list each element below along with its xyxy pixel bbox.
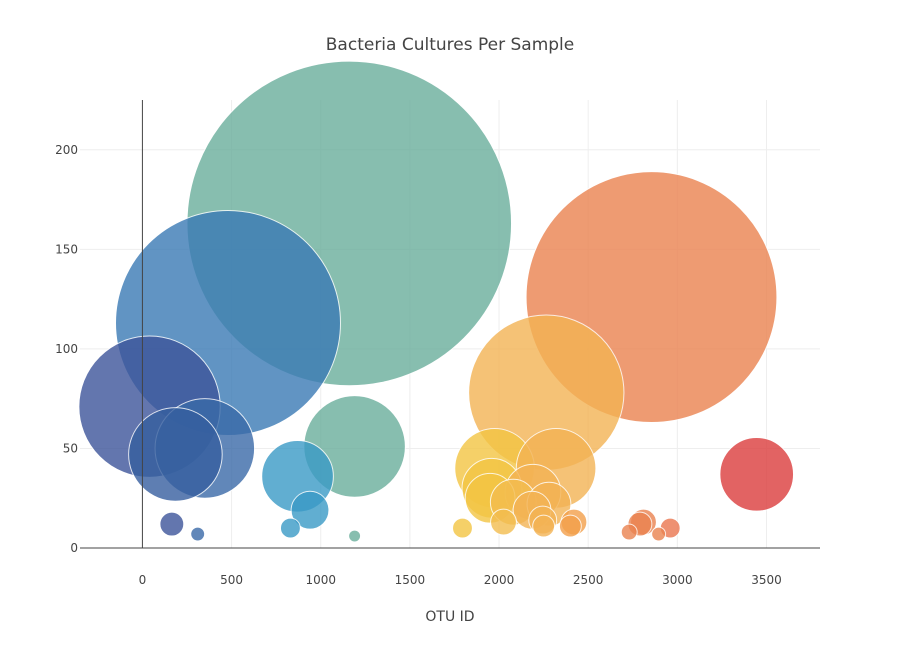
y-tick-label: 0 (70, 541, 78, 555)
bubble-series (78, 60, 795, 543)
y-tick-label: 100 (55, 342, 78, 356)
bubble-point[interactable] (651, 526, 667, 542)
x-tick-label: 500 (220, 573, 243, 587)
bubble-point[interactable] (532, 514, 556, 538)
x-axis-ticks: 0 500 1000 1500 2000 2500 3000 3500 (139, 573, 782, 587)
bubble-point[interactable] (490, 508, 517, 536)
x-tick-label: 2000 (484, 573, 515, 587)
bubble-point[interactable] (279, 517, 301, 539)
chart-title: Bacteria Cultures Per Sample (326, 35, 574, 55)
bubble-point[interactable] (348, 529, 362, 543)
x-tick-label: 3500 (751, 573, 782, 587)
bubble-point[interactable] (290, 490, 330, 530)
bubble-point[interactable] (719, 436, 795, 512)
axis-zero-lines (80, 100, 820, 549)
x-axis-title: OTU ID (425, 609, 474, 625)
y-tick-label: 150 (55, 242, 78, 256)
x-tick-label: 1500 (395, 573, 426, 587)
bubble-point[interactable] (128, 407, 223, 502)
bubble-point[interactable] (452, 517, 473, 539)
x-tick-label: 3000 (662, 573, 693, 587)
bubble-point[interactable] (558, 514, 582, 538)
y-tick-label: 200 (55, 143, 78, 157)
x-tick-label: 1000 (305, 573, 336, 587)
x-tick-label: 2500 (573, 573, 604, 587)
y-axis-ticks: 0 50 100 150 200 (55, 143, 78, 555)
bubble-point[interactable] (620, 523, 638, 541)
bubble-point[interactable] (159, 511, 185, 537)
y-tick-label: 50 (63, 441, 78, 455)
bubble-point[interactable] (190, 526, 206, 542)
x-tick-label: 0 (139, 573, 147, 587)
